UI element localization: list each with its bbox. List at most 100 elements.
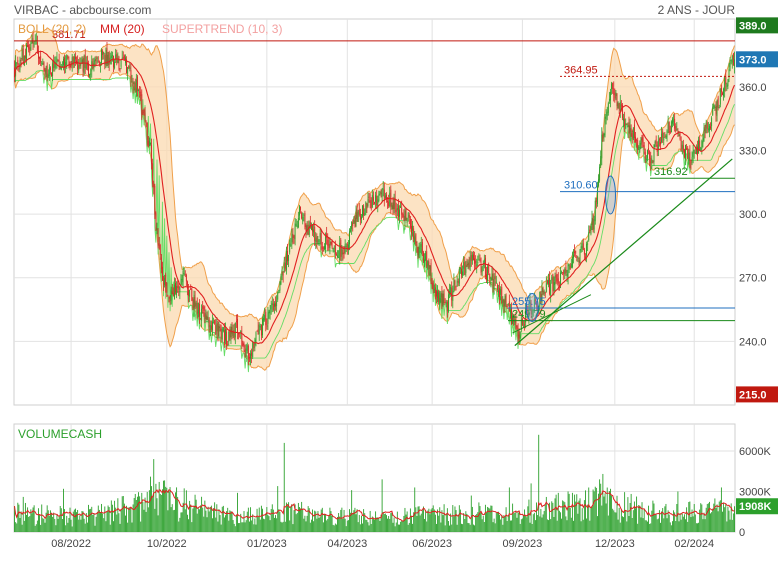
volume-bar — [277, 486, 279, 532]
candle-body — [640, 138, 642, 145]
volume-bar — [364, 513, 366, 532]
candle-body — [350, 230, 352, 232]
volume-bar — [526, 517, 528, 532]
volume-bar — [344, 518, 346, 532]
candle-body — [711, 118, 713, 127]
volume-bar — [308, 508, 310, 532]
volume-bar — [636, 496, 638, 532]
volume-bar — [606, 487, 608, 532]
volume-bar — [153, 459, 155, 532]
candle-body — [516, 326, 518, 329]
candle-body — [475, 260, 477, 264]
volume-bar — [690, 517, 692, 532]
candle-body — [27, 44, 29, 47]
volume-bar — [661, 511, 663, 532]
candle-body — [178, 285, 180, 290]
volume-bar — [667, 510, 669, 532]
candle-body — [549, 277, 551, 294]
price-grid — [14, 19, 735, 405]
candle-body — [59, 66, 61, 69]
volume-bar — [629, 502, 631, 532]
candle-body — [16, 62, 18, 64]
volume-bar — [463, 513, 465, 532]
candle-body — [536, 303, 537, 306]
volume-bar — [496, 512, 498, 532]
candle-body — [688, 152, 690, 161]
candle-body — [703, 127, 705, 141]
candle-body — [534, 299, 536, 302]
candle-body — [649, 150, 651, 159]
volume-bar — [487, 506, 489, 532]
volume-bar — [230, 511, 232, 532]
volume-bar — [47, 510, 49, 532]
volume-bar — [84, 523, 86, 532]
candle-body — [705, 122, 707, 134]
volume-bar — [214, 502, 216, 532]
candle-body — [660, 141, 661, 145]
volume-bar — [338, 513, 340, 532]
candle-body — [608, 98, 610, 102]
volume-bar — [180, 512, 182, 532]
volume-bar — [317, 511, 319, 532]
candle-body — [200, 318, 201, 320]
volume-bar — [601, 505, 603, 532]
volume-bar — [436, 523, 437, 532]
candle-body — [66, 55, 68, 65]
volume-bar — [122, 496, 124, 532]
candle-body — [405, 209, 407, 221]
candle-body — [81, 59, 83, 64]
volume-bar — [654, 514, 656, 532]
volume-bar — [464, 518, 466, 532]
volume-bar — [397, 524, 399, 532]
volume-bar — [555, 494, 557, 532]
volume-bar — [457, 514, 459, 532]
volume-bar — [325, 514, 327, 532]
volume-bar — [401, 520, 403, 532]
candle-body — [156, 228, 158, 230]
candle-body — [116, 54, 118, 63]
volume-bar — [154, 508, 156, 532]
volume-bar — [475, 515, 477, 532]
volume-bar — [68, 517, 70, 532]
candle-body — [376, 195, 378, 206]
volume-bar — [198, 509, 200, 532]
volume-bar — [413, 512, 415, 532]
candle-body — [391, 205, 393, 210]
candle-body — [371, 194, 373, 207]
volume-bar — [493, 518, 495, 532]
volume-bar — [343, 509, 345, 532]
candle-body — [588, 231, 590, 241]
candle-body — [727, 79, 729, 86]
candle-body — [426, 251, 428, 267]
volume-bar — [56, 514, 58, 532]
volume-bar — [557, 492, 559, 532]
volume-bar — [390, 513, 392, 532]
candle-body — [349, 231, 350, 245]
candle-body — [237, 318, 238, 332]
candle-body — [235, 321, 237, 323]
candle-body — [731, 55, 733, 63]
candle-body — [24, 55, 26, 59]
candle-body — [527, 312, 529, 316]
x-tick-label: 10/2022 — [147, 538, 187, 550]
candle-body — [406, 217, 408, 223]
volume-bar — [379, 520, 381, 532]
candle-body — [145, 121, 147, 123]
volume-bar — [592, 489, 594, 532]
candle-body — [169, 296, 171, 299]
volume-bar — [60, 508, 62, 532]
volume-bar — [465, 511, 467, 532]
volume-bar — [129, 506, 131, 532]
volume-bar — [93, 513, 95, 532]
volume-bar — [388, 516, 390, 532]
candle-body — [496, 284, 498, 291]
volume-bar — [616, 495, 618, 532]
volume-bar — [117, 498, 119, 532]
candle-body — [532, 310, 534, 312]
candle-body — [303, 214, 305, 216]
candle-body — [147, 140, 149, 146]
volume-bar — [365, 519, 367, 532]
volume-bar — [128, 507, 130, 532]
volume-bar — [520, 519, 522, 532]
candle-body — [501, 287, 503, 304]
